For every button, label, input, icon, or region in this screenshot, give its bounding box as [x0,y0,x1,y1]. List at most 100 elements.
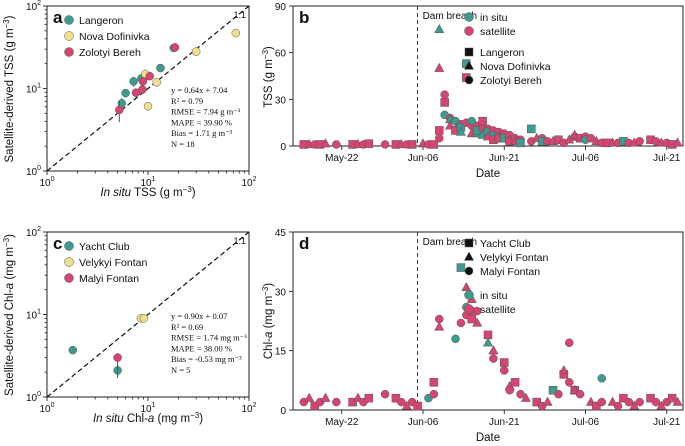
data-point [320,138,331,148]
stats-line: Bias = -0.53 mg m⁻³ [171,354,242,364]
y-tick-base: 10 [26,167,38,178]
x-axis-title: Date [476,432,500,444]
x-tick-label: Jul-06 [572,153,600,164]
data-point [401,400,412,410]
y-tick-label: 15 [275,347,287,358]
data-point [516,389,525,399]
x-tick-label: 101 [140,402,155,415]
y-axis-title-unit: (mg m [4,247,16,283]
legend-label: Velykyi Fontan [480,252,548,264]
data-point [138,85,147,94]
legend-shape [463,60,475,70]
data-point [500,358,509,367]
x-tick-base: 10 [39,404,51,415]
y-tick-label: 30 [275,287,287,298]
x-tick-base: 10 [241,178,253,189]
x-tick-exp: 1 [152,176,156,183]
x-tick-base: 10 [241,404,253,415]
x-tick-base: 10 [39,178,51,189]
data-point [586,133,596,143]
legend-swatch [64,47,74,57]
data-point [488,345,499,355]
data-point [505,385,514,395]
data-point [429,378,439,387]
y-tick-label: 100 [26,391,41,404]
legend-swatch [64,241,74,251]
data-point [332,397,341,407]
plot-frame [292,5,684,147]
data-point [520,392,531,402]
stats-line: MAPE = 38.00 % [171,343,232,353]
dam-breach-label: Dam breach [423,237,477,248]
legend-label: in situ [480,290,508,302]
y-tick-label: 102 [26,226,41,239]
panel-label: b [299,8,309,27]
x-axis-title-exp: −3 [183,185,193,194]
data-point [451,334,460,344]
legend-swatch [64,15,74,25]
data-point [440,90,449,99]
data-point [121,88,130,98]
y-tick-exp: 0 [37,391,41,398]
data-point [456,318,466,328]
x-axis-title: In situ TSS (g m−3) [100,185,195,199]
legend-label: Langeron [480,47,525,59]
x-tick-exp: 0 [51,176,55,183]
legend-label: Yacht Club [79,241,130,253]
x-axis-title-italic: In situ [100,187,131,199]
data-point [68,345,78,355]
stats-line: RMSE = 1.74 mg m⁻³ [171,333,247,343]
y-axis-title-exp: −3 [2,19,11,29]
y-axis-title-text: Chl- [263,338,275,359]
data-point [565,338,574,348]
x-tick-label: May-22 [325,417,359,428]
data-point [115,105,124,115]
legend-label: Nova Dofinivka [79,31,150,43]
y-axis-title: Satellite-derived Chl-a (mg m−3) [2,234,16,396]
data-point [380,140,390,149]
y-axis-title-exp: −3 [261,50,270,60]
y-tick-label: 0 [280,406,286,417]
data-point [152,78,161,87]
data-point [113,353,122,362]
x-axis-title-italic: In situ [93,413,124,425]
data-point [575,389,585,399]
y-axis-title-exp: −3 [2,237,11,247]
y-tick-label: 45 [275,228,287,239]
data-point [472,317,483,327]
y-tick-label: 30 [275,95,287,106]
data-point [489,354,498,363]
y-axis-title-var: a [263,332,275,338]
panel-label: a [53,8,63,27]
x-tick-label: Jun-06 [408,417,439,428]
y-tick-label: 90 [275,2,287,13]
y-axis-title-text: Satellite-derived TSS (g m [4,28,16,162]
data-point [170,43,180,52]
panel-label: d [299,234,309,253]
data-point [364,139,374,148]
x-tick-label: Jun-21 [489,417,520,428]
legend-label: in situ [480,12,508,24]
one-to-one-line [46,231,250,398]
y-tick-base: 10 [26,393,38,404]
data-point [434,62,445,72]
x-tick-label: 100 [39,402,54,415]
y-tick-exp: 2 [37,0,41,7]
one-to-one-label: 1:1 [233,10,246,20]
stats-line: N = 5 [171,365,190,375]
stats-line: y = 0.90x + 0.07 [171,311,227,321]
stats-line: R² = 0.69 [171,322,203,332]
data-point [467,314,476,324]
data-point [435,133,444,143]
data-point [456,263,466,272]
x-tick-label: Jul-06 [572,417,600,428]
plot-frame [292,231,684,411]
y-axis-title: TSS (g m−3) [261,46,275,108]
data-point [482,337,494,347]
x-tick-label: 102 [241,176,256,189]
data-point [332,140,341,149]
data-point [635,397,644,407]
y-tick-label: 100 [26,165,41,178]
legend-label: satellite [480,304,516,316]
